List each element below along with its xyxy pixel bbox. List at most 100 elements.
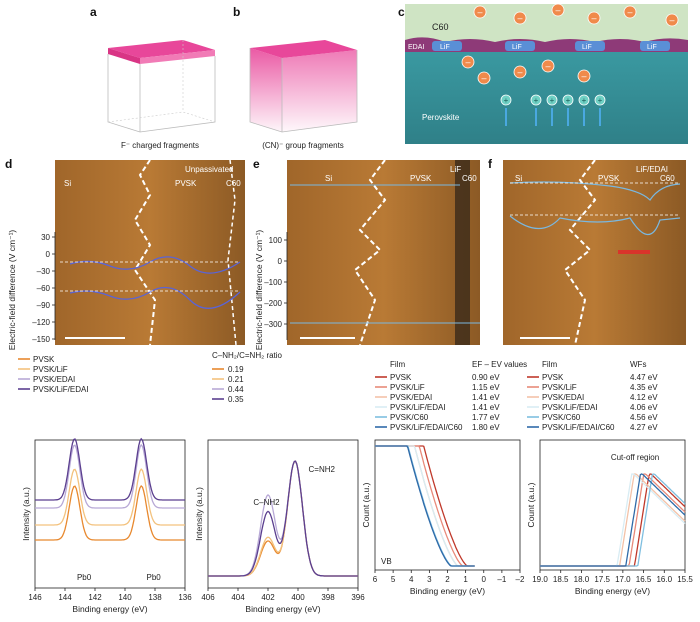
panel-d-c60: C60 xyxy=(226,179,241,188)
red-marker-f xyxy=(618,250,650,254)
legend-h-value: 0.19 xyxy=(228,365,244,374)
perovskite-layer xyxy=(405,44,688,144)
xtick-label: 396 xyxy=(351,593,365,602)
lif-text-2: LiF xyxy=(512,44,522,51)
legend-film-name: PVSK/LiF/EDAI/C60 xyxy=(390,423,463,432)
boundary-d2 xyxy=(227,159,237,346)
ytick-label: 0 xyxy=(278,257,283,266)
legend-g-label: PVSK/LiF/EDAI xyxy=(33,385,89,394)
legend-g-label: PVSK xyxy=(33,355,55,364)
svg-text:–: – xyxy=(517,67,522,77)
panel-d-pvsk: PVSK xyxy=(175,179,197,188)
afm-image-d xyxy=(55,160,245,345)
xtick-label: 18.0 xyxy=(574,575,590,584)
xtick-label: 136 xyxy=(178,593,192,602)
legend-h-title: C–NH₂/C=NH₂ ratio xyxy=(212,351,283,360)
ytick-label: –300 xyxy=(264,320,282,329)
yaxis-title: Count (a.u.) xyxy=(526,482,536,527)
panel-d-ylabel: Electric-field difference (V cm⁻¹) xyxy=(7,230,17,351)
line-series xyxy=(540,473,686,567)
legend-header-values: EF – EV values xyxy=(472,360,527,369)
cube-a-front-layer xyxy=(108,48,140,64)
negative-charge-icon: – xyxy=(541,59,555,73)
legend-film-value: 1.41 eV xyxy=(472,403,500,412)
lif-text-4: LiF xyxy=(647,44,657,51)
xtick-label: 2 xyxy=(445,575,450,584)
legend-film-name: PVSK/LiF xyxy=(390,383,425,392)
cube-b-side xyxy=(282,50,357,132)
legend-film-value: 4.06 eV xyxy=(630,403,658,412)
svg-text:–: – xyxy=(477,7,482,17)
legend-film-name: PVSK/LiF/EDAI xyxy=(542,403,598,412)
line-series xyxy=(540,473,686,567)
positive-charge-icon: + xyxy=(530,94,542,126)
negative-charge-icon: – xyxy=(513,65,527,79)
panel-e-yticks: 100 0 –100 –200 –300 xyxy=(264,236,287,329)
legend-h: C–NH₂/C=NH₂ ratio 0.190.210.440.35 xyxy=(212,351,283,404)
xtick-label: 19.0 xyxy=(532,575,548,584)
lif-block-4 xyxy=(640,41,670,51)
line-series xyxy=(540,473,686,567)
cube-a-top xyxy=(108,40,215,58)
annotation-c-nh2: C–NH2 xyxy=(253,498,280,507)
xtick-label: 140 xyxy=(118,593,132,602)
ytick-label: –60 xyxy=(37,284,51,293)
profile-f-2 xyxy=(509,215,681,236)
xtick-label: 17.0 xyxy=(615,575,631,584)
ytick-label: –30 xyxy=(37,267,51,276)
legend-film-name: PVSK/LiF/EDAI/C60 xyxy=(542,423,615,432)
perovskite-text: Perovskite xyxy=(422,113,460,122)
annotation-cutoff: Cut-off region xyxy=(611,453,659,462)
negative-charge-icon: – xyxy=(473,5,487,19)
c60-text: C60 xyxy=(432,22,449,32)
panel-b-label: b xyxy=(233,5,240,19)
plot-frame xyxy=(34,439,186,589)
xtick-label: 142 xyxy=(88,593,102,602)
xtick-label: 400 xyxy=(291,593,305,602)
panel-b-caption: (CN)⁻ group fragments xyxy=(262,141,344,150)
afm-image-f xyxy=(503,160,686,345)
svg-text:+: + xyxy=(504,96,509,105)
annotation-c-nh2-double: C=NH2 xyxy=(309,465,336,474)
panel-b: b (CN)⁻ group fragments xyxy=(233,5,358,150)
legend-g-label: PVSK/LiF xyxy=(33,365,68,374)
negative-charge-icon: – xyxy=(665,13,679,27)
ytick-label: –120 xyxy=(32,318,50,327)
legend-film-name: PVSK/LiF/EDAI xyxy=(390,403,446,412)
ytick-label: –100 xyxy=(264,278,282,287)
xtick-label: 3 xyxy=(427,575,432,584)
xtick-label: 5 xyxy=(391,575,396,584)
xtick-label: 144 xyxy=(58,593,72,602)
plot-frame xyxy=(207,439,359,589)
panel-e-ylabel: Electric-field difference (V cm⁻¹) xyxy=(254,230,264,351)
xtick-label: 404 xyxy=(231,593,245,602)
ytick-label: –90 xyxy=(37,301,51,310)
xtick-label: 18.5 xyxy=(553,575,569,584)
panel-f-title: LiF/EDAI xyxy=(636,165,668,174)
panel-a-label: a xyxy=(90,5,97,19)
yaxis-title: Intensity (a.u.) xyxy=(21,487,31,541)
legend-film-name: PVSK xyxy=(542,373,564,382)
svg-text:–: – xyxy=(591,13,596,23)
legend-h-value: 0.44 xyxy=(228,385,244,394)
line-series xyxy=(208,460,358,577)
line-series xyxy=(35,485,185,541)
legend-film-value: 4.27 eV xyxy=(630,423,658,432)
lif-block-3 xyxy=(575,41,605,51)
profile-f-1 xyxy=(509,181,681,201)
svg-text:+: + xyxy=(550,96,555,105)
ytick-label: –200 xyxy=(264,299,282,308)
svg-text:+: + xyxy=(566,96,571,105)
annotation-pb0: Pb0 xyxy=(77,573,92,582)
yaxis-title: Intensity (a.u.) xyxy=(194,487,204,541)
line-series xyxy=(35,437,185,501)
positive-charge-icon: + xyxy=(500,94,512,126)
legend-film-value: 1.77 eV xyxy=(472,413,500,422)
line-series xyxy=(375,445,475,567)
xtick-label: 17.5 xyxy=(594,575,610,584)
xtick-label: 16.0 xyxy=(656,575,672,584)
panel-e-title: LiF xyxy=(450,165,461,174)
panel-d-title: Unpassivated xyxy=(185,165,233,174)
panel-e-c60: C60 xyxy=(462,174,477,183)
legend-film-value: 4.35 eV xyxy=(630,383,658,392)
